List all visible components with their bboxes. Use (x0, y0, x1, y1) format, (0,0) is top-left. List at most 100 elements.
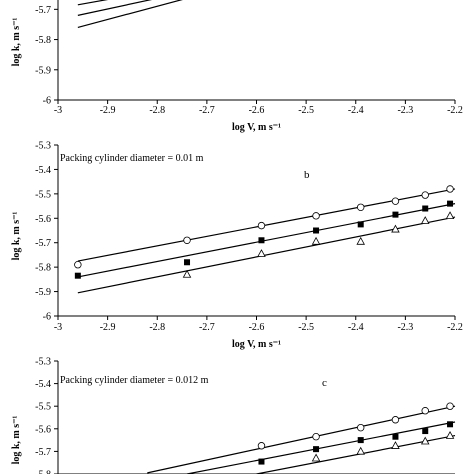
y-tick-label: -5.8 (35, 263, 51, 274)
y-tick-label: -5.9 (35, 287, 51, 298)
panel-annotation: Packing cylinder diameter = 0.012 m (60, 375, 209, 386)
y-tick-label: -5.6 (35, 424, 51, 435)
data-point-circle (421, 407, 429, 415)
y-axis-title: log k, m s⁻¹ (11, 416, 22, 465)
series-circle (74, 185, 456, 269)
data-point-square (184, 259, 191, 266)
series-square (186, 421, 456, 474)
data-point-triangle (445, 211, 455, 220)
data-point-square (357, 221, 364, 228)
data-point-circle (74, 261, 82, 269)
y-tick-label: -5.7 (35, 447, 51, 458)
panel-a: -6 -5.9 -5.8 -5.7 -3 -2.9 -2.8 -2.7 -2.6 -2.5 -2.4… (11, 0, 463, 133)
data-point-circle (446, 185, 454, 193)
data-point-square (74, 272, 81, 279)
x-tick-label: -2.3 (397, 322, 413, 333)
y-axis-title: log k, m s⁻¹ (11, 212, 22, 261)
data-point-circle (312, 433, 320, 441)
plot-area (147, 402, 456, 474)
data-point-circle (257, 221, 266, 230)
data-point-circle (446, 402, 454, 410)
trend-line-triangle (77, 0, 183, 29)
data-point-circle (312, 212, 320, 220)
panel-letter: b (304, 169, 310, 181)
y-tick-label: -6 (43, 96, 51, 107)
data-point-circle (257, 442, 266, 450)
x-tick-label: -2.8 (149, 322, 165, 333)
data-point-square (392, 211, 399, 218)
x-tick-label: -2.5 (298, 322, 314, 333)
y-tick-label: -5.5 (35, 189, 51, 200)
data-point-triangle (257, 249, 266, 257)
y-tick-label: -5.3 (35, 141, 51, 152)
x-tick-label: -2.6 (249, 322, 265, 333)
data-point-square (313, 227, 320, 234)
data-point-circle (357, 423, 365, 432)
trend-line-square (186, 421, 456, 474)
y-tick-label: -5.3 (35, 357, 51, 368)
series-square (74, 200, 456, 279)
data-point-triangle (391, 441, 400, 449)
x-axis-title: log V, m s⁻¹ (232, 122, 281, 133)
y-tick-label: -5.7 (35, 5, 51, 16)
data-point-square (357, 437, 364, 444)
x-tick-label: -2.9 (100, 105, 116, 116)
y-tick-label: -5.7 (35, 238, 51, 249)
data-point-square (392, 433, 399, 440)
trend-line-square (77, 0, 153, 16)
y-tick-label: -5.6 (35, 214, 51, 225)
y-tick-label: -5.4 (35, 379, 51, 390)
data-point-square (447, 200, 454, 207)
x-tick-label: -2.8 (149, 105, 165, 116)
series-triangle (256, 430, 456, 474)
x-tick-label: -2.3 (397, 105, 413, 116)
series-triangle (77, 211, 456, 294)
series-square (77, 0, 153, 16)
plot-area (77, 0, 183, 29)
data-point-triangle (356, 446, 365, 455)
data-point-triangle (420, 436, 430, 445)
data-point-square (422, 428, 429, 435)
x-axis-title: log V, m s⁻¹ (232, 339, 281, 350)
x-tick-label: -3 (54, 322, 62, 333)
data-point-triangle (445, 430, 455, 439)
x-tick-label: -2.2 (447, 105, 463, 116)
y-tick-label: -5.8 (35, 470, 51, 474)
plot-area (74, 185, 456, 294)
y-tick-label: -5.9 (35, 65, 51, 76)
panel-letter: c (322, 377, 327, 389)
panel-b: -6 -5.9 -5.8 -5.7 -5.6 -5.5 -5.4 -5.3 -3 -2.9 -2.8… (11, 141, 463, 351)
y-axis-title: log k, m s⁻¹ (11, 18, 22, 67)
data-point-triangle (311, 236, 321, 245)
y-tick-label: -5.4 (35, 165, 51, 176)
data-point-circle (183, 236, 191, 244)
series-triangle (77, 0, 183, 29)
trend-line-triangle (256, 434, 456, 474)
x-tick-label: -2.4 (348, 105, 364, 116)
panel-c: -5.8 -5.7 -5.6 -5.5 -5.4 -5.3 log k, m s⁻¹ Pack… (11, 357, 456, 474)
x-tick-label: -2.7 (199, 105, 215, 116)
x-tick-label: -2.5 (298, 105, 314, 116)
series-circle (147, 402, 456, 474)
data-point-triangle (182, 269, 192, 278)
data-point-triangle (391, 224, 400, 233)
x-tick-label: -2.7 (199, 322, 215, 333)
data-point-circle (391, 197, 400, 205)
data-point-square (313, 446, 320, 453)
data-point-square (447, 421, 454, 428)
trend-line-square (77, 203, 456, 278)
data-point-square (258, 458, 265, 465)
y-tick-label: -6 (43, 312, 51, 323)
data-point-triangle (356, 236, 365, 245)
trend-line-triangle (77, 216, 456, 294)
x-tick-label: -2.6 (249, 105, 265, 116)
trend-line-circle (147, 405, 456, 474)
data-point-triangle (311, 453, 321, 462)
data-point-square (258, 237, 265, 244)
panel-annotation: Packing cylinder diameter = 0.01 m (60, 153, 204, 164)
x-tick-label: -3 (54, 105, 62, 116)
data-point-square (422, 205, 429, 212)
x-tick-label: -2.9 (100, 322, 116, 333)
data-point-circle (421, 191, 429, 199)
